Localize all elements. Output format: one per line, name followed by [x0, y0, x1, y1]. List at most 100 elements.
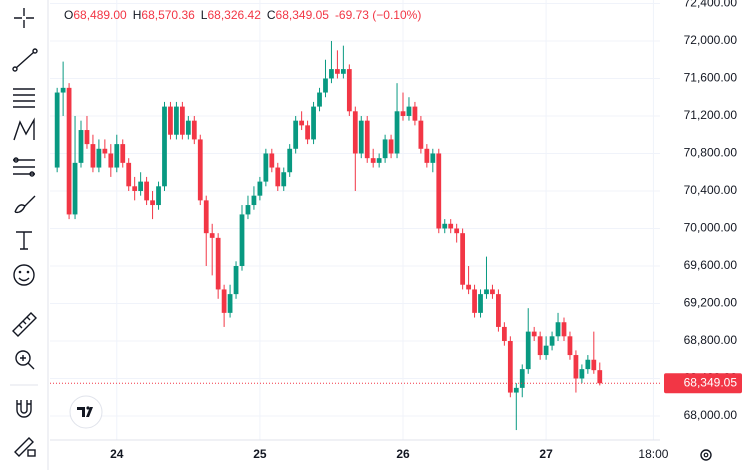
candle-body	[299, 120, 305, 126]
candle-body	[382, 139, 388, 159]
candle-body	[120, 144, 126, 163]
candle-body	[311, 106, 316, 140]
candle-body	[293, 120, 299, 149]
zoom-tool[interactable]	[15, 350, 35, 370]
emoji-tool[interactable]	[13, 264, 35, 286]
horizontal-lines-tool[interactable]	[13, 88, 35, 108]
candle-body	[60, 87, 66, 93]
ohlc-value: 68,570.36	[141, 8, 195, 22]
candle-body	[227, 294, 233, 313]
candle-body	[156, 186, 161, 206]
tradingview-logo[interactable]	[69, 395, 103, 429]
candle-body	[340, 69, 346, 74]
candle-body	[531, 331, 537, 337]
lock-drawing-tool[interactable]	[14, 437, 36, 457]
candle-body	[185, 120, 191, 135]
toolbar	[10, 8, 38, 457]
candle-body	[54, 92, 60, 168]
candle-body	[233, 265, 239, 295]
trend-line-tool[interactable]	[12, 48, 38, 72]
candle-body	[448, 223, 454, 229]
candle-body	[209, 233, 215, 238]
candle-body	[418, 120, 424, 149]
pattern-tool[interactable]	[13, 117, 35, 141]
candle-body	[323, 78, 328, 93]
candle-body	[72, 162, 78, 215]
ohlc-key: H	[133, 8, 142, 22]
y-tick-label: 68,000.00	[684, 408, 738, 422]
candle-body	[466, 284, 471, 290]
candle-body	[269, 153, 275, 168]
ohlc-key: L	[201, 8, 208, 22]
candle-body	[144, 181, 149, 201]
candle-body	[197, 139, 203, 201]
candles	[54, 40, 603, 431]
candle-body	[525, 331, 531, 370]
candle-body	[150, 200, 155, 206]
candle-body	[275, 167, 281, 187]
ruler-tool[interactable]	[12, 312, 37, 337]
settings-gear[interactable]	[700, 449, 712, 461]
y-tick-label: 72,000.00	[684, 33, 738, 47]
candle-body	[78, 130, 84, 163]
magnet-tool[interactable]	[16, 400, 32, 418]
candle-body	[484, 289, 489, 295]
candle-body	[496, 294, 501, 327]
ohlc-value: 68,489.00	[73, 8, 127, 22]
candle-body	[335, 69, 340, 74]
candle-body	[400, 111, 406, 116]
grid	[50, 0, 660, 440]
candle-body	[90, 144, 96, 168]
x-tick-label: 24	[110, 447, 124, 461]
candle-body	[501, 326, 507, 341]
candle-body	[454, 228, 460, 234]
fib-tool[interactable]	[13, 157, 35, 177]
candle-body	[549, 336, 555, 346]
ohlc-change: -69.73 (−0.10%)	[335, 8, 421, 22]
candle-body	[436, 153, 442, 229]
candle-body	[561, 322, 567, 337]
candle-body	[507, 340, 513, 393]
y-tick-label: 69,200.00	[684, 296, 738, 310]
candle-body	[513, 387, 519, 393]
candle-body	[108, 153, 114, 168]
y-tick-label: 71,200.00	[684, 108, 738, 122]
y-tick-label: 70,400.00	[684, 183, 738, 197]
candle-body	[579, 369, 585, 379]
candle-body	[430, 153, 436, 163]
candle-body	[573, 355, 579, 379]
ohlc-value: 68,349.05	[276, 8, 330, 22]
candle-body	[352, 111, 358, 154]
candle-body	[424, 148, 430, 163]
candle-body	[114, 144, 120, 168]
crosshair-tool[interactable]	[14, 8, 34, 28]
candle-body	[317, 92, 322, 107]
candle-body	[555, 322, 561, 337]
candle-body	[388, 139, 394, 154]
candle-body	[263, 153, 269, 182]
candle-body	[358, 120, 364, 154]
last-price-label: 68,349.05	[684, 375, 738, 389]
candle-body	[221, 289, 227, 313]
candle-body	[490, 289, 495, 295]
candle-body	[585, 359, 591, 370]
candle-body	[597, 370, 603, 384]
candle-body	[478, 294, 483, 313]
candle-body	[406, 106, 412, 116]
candle-body	[567, 336, 573, 356]
candle-body	[126, 162, 132, 187]
text-tool[interactable]	[16, 231, 32, 250]
ohlc-text: O68,489.00 H68,570.36 L68,326.42 C68,349.05…	[64, 8, 421, 22]
candle-body	[305, 125, 310, 140]
candle-body	[162, 106, 167, 187]
candle-body	[329, 69, 334, 79]
candle-body	[519, 369, 525, 388]
candle-body	[370, 158, 376, 163]
ohlc-header: O68,489.00 H68,570.36 L68,326.42 C68,349.05…	[64, 8, 421, 22]
candle-body	[84, 130, 90, 145]
candle-body	[591, 359, 597, 371]
ohlc-key: O	[64, 8, 73, 22]
brush-tool[interactable]	[14, 195, 36, 214]
candle-body	[174, 106, 179, 135]
